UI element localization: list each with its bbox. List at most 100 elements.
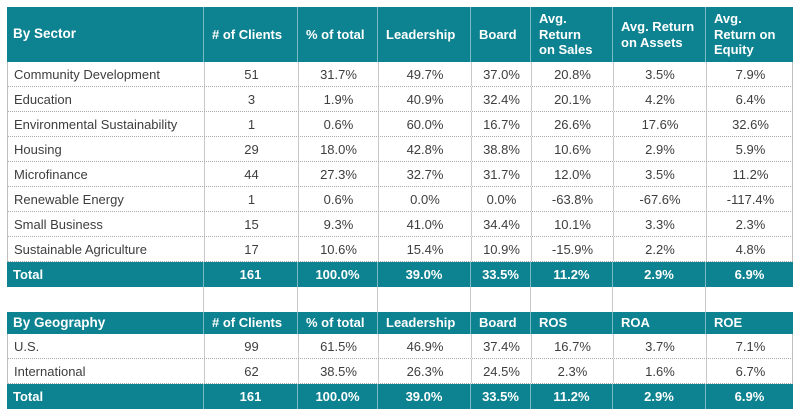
geography-header-row: By Geography # of Clients % of total Lea… (7, 312, 793, 334)
clients-cell: 44 (204, 162, 298, 186)
board-cell: 24.5% (471, 359, 531, 383)
col-header-leadership: Leadership (377, 312, 470, 334)
roe-total-cell: 6.9% (705, 384, 793, 409)
by-sector-table: By Sector # of Clients % of total Leader… (7, 7, 793, 287)
table-row: Renewable Energy 1 0.6% 0.0% 0.0% -63.8%… (7, 187, 793, 212)
roa-cell: 17.6% (613, 112, 706, 136)
leadership-total-cell: 39.0% (377, 262, 470, 287)
ros-cell: 10.6% (531, 137, 613, 161)
sector-name-cell: Community Development (14, 66, 160, 82)
clients-cell: 29 (204, 137, 298, 161)
roa-cell: 2.2% (613, 237, 706, 261)
sector-name-cell: Microfinance (14, 166, 88, 182)
roe-total-cell: 6.9% (705, 262, 793, 287)
ros-cell: 20.1% (531, 87, 613, 111)
roe-cell: 5.9% (706, 137, 794, 161)
leadership-cell: 42.8% (378, 137, 471, 161)
roa-cell: 3.7% (613, 334, 706, 358)
col-header-ros: ROS (530, 312, 612, 334)
total-label: Total (13, 267, 44, 282)
board-cell: 0.0% (471, 187, 531, 211)
by-geography-table: By Geography # of Clients % of total Lea… (7, 312, 793, 409)
pct-total-cell: 18.0% (298, 137, 378, 161)
spacer-cell (297, 287, 377, 312)
sector-header-row: By Sector # of Clients % of total Leader… (7, 7, 793, 62)
board-cell: 34.4% (471, 212, 531, 236)
table-row: Sustainable Agriculture 17 10.6% 15.4% 1… (7, 237, 793, 262)
roe-cell: 2.3% (706, 212, 794, 236)
clients-total-cell: 161 (203, 262, 297, 287)
leadership-cell: 49.7% (378, 62, 471, 86)
roa-total-cell: 2.9% (612, 262, 705, 287)
clients-cell: 62 (204, 359, 298, 383)
board-cell: 38.8% (471, 137, 531, 161)
table-row: Environmental Sustainability 1 0.6% 60.0… (7, 112, 793, 137)
total-label: Total (13, 389, 44, 404)
sector-name-cell: Education (14, 91, 72, 107)
ros-total-cell: 11.2% (530, 384, 612, 409)
spacer-cell (203, 287, 297, 312)
col-header-sector: By Sector (13, 26, 77, 42)
pct-total-cell: 0.6% (298, 112, 378, 136)
board-cell: 37.0% (471, 62, 531, 86)
col-header-roa: ROA (612, 312, 705, 334)
spacer-cell (612, 287, 705, 312)
roa-cell: 2.9% (613, 137, 706, 161)
ros-cell: -63.8% (531, 187, 613, 211)
board-cell: 32.4% (471, 87, 531, 111)
roa-total-cell: 2.9% (612, 384, 705, 409)
col-header-clients: # of Clients (203, 7, 297, 62)
roe-cell: 11.2% (706, 162, 794, 186)
spacer-cell (530, 287, 612, 312)
col-header-roe: ROE (705, 312, 793, 334)
roe-cell: 4.8% (706, 237, 794, 261)
col-header-pct-total: % of total (297, 7, 377, 62)
col-header-leadership: Leadership (377, 7, 470, 62)
spacer-cell (470, 287, 530, 312)
table-row: U.S. 99 61.5% 46.9% 37.4% 16.7% 3.7% 7.1… (7, 334, 793, 359)
pct-total-cell: 1.9% (298, 87, 378, 111)
clients-cell: 3 (204, 87, 298, 111)
sector-name-cell: Renewable Energy (14, 191, 124, 207)
table-row: Housing 29 18.0% 42.8% 38.8% 10.6% 2.9% … (7, 137, 793, 162)
roe-cell: -117.4% (706, 187, 794, 211)
spacer-cell (377, 287, 470, 312)
geography-name-cell: International (14, 363, 86, 379)
clients-cell: 1 (204, 112, 298, 136)
board-cell: 37.4% (471, 334, 531, 358)
roa-cell: 3.5% (613, 162, 706, 186)
roa-cell: 1.6% (613, 359, 706, 383)
leadership-cell: 15.4% (378, 237, 471, 261)
clients-cell: 1 (204, 187, 298, 211)
spacer-cell (705, 287, 793, 312)
pct-total-total-cell: 100.0% (297, 262, 377, 287)
ros-cell: -15.9% (531, 237, 613, 261)
pct-total-cell: 27.3% (298, 162, 378, 186)
leadership-total-cell: 39.0% (377, 384, 470, 409)
roe-cell: 32.6% (706, 112, 794, 136)
pct-total-cell: 0.6% (298, 187, 378, 211)
leadership-cell: 41.0% (378, 212, 471, 236)
pct-total-total-cell: 100.0% (297, 384, 377, 409)
board-total-cell: 33.5% (470, 262, 530, 287)
table-row: International 62 38.5% 26.3% 24.5% 2.3% … (7, 359, 793, 384)
table-row: Education 3 1.9% 40.9% 32.4% 20.1% 4.2% … (7, 87, 793, 112)
pct-total-cell: 38.5% (298, 359, 378, 383)
clients-cell: 15 (204, 212, 298, 236)
pct-total-cell: 31.7% (298, 62, 378, 86)
clients-cell: 17 (204, 237, 298, 261)
geography-name-cell: U.S. (14, 338, 40, 354)
ros-cell: 26.6% (531, 112, 613, 136)
board-cell: 10.9% (471, 237, 531, 261)
leadership-cell: 40.9% (378, 87, 471, 111)
roe-cell: 7.1% (706, 334, 794, 358)
ros-cell: 20.8% (531, 62, 613, 86)
col-header-avg-return-sales: Avg. Return on Sales (530, 7, 612, 62)
ros-cell: 16.7% (531, 334, 613, 358)
col-header-pct-total: % of total (297, 312, 377, 334)
roa-cell: -67.6% (613, 187, 706, 211)
clients-cell: 99 (204, 334, 298, 358)
col-header-geography: By Geography (13, 314, 106, 330)
ros-cell: 2.3% (531, 359, 613, 383)
